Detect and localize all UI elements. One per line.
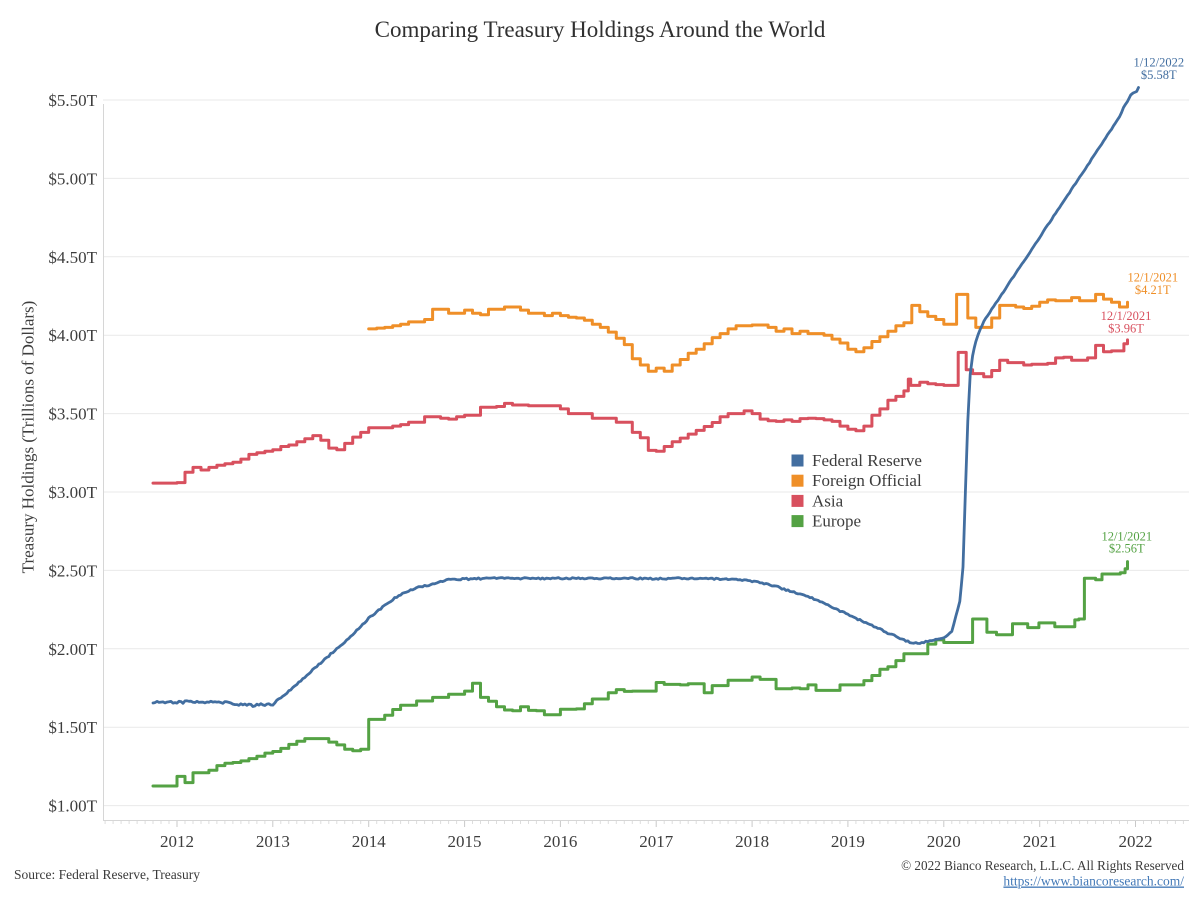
svg-text:12/1/2021: 12/1/2021 [1101,309,1152,323]
svg-text:$5.58T: $5.58T [1141,68,1177,82]
svg-text:$1.50T: $1.50T [48,718,97,737]
svg-text:$4.00T: $4.00T [48,326,97,345]
svg-text:$5.00T: $5.00T [48,169,97,188]
svg-text:12/1/2021: 12/1/2021 [1101,529,1152,543]
svg-text:$3.50T: $3.50T [48,405,97,424]
svg-text:2012: 2012 [160,832,194,851]
svg-text:$2.50T: $2.50T [48,561,97,580]
svg-text:2019: 2019 [831,832,865,851]
svg-text:$3.96T: $3.96T [1108,321,1144,335]
svg-text:Comparing Treasury Holdings Ar: Comparing Treasury Holdings Around the W… [375,17,826,42]
svg-text:2015: 2015 [448,832,482,851]
svg-text:2018: 2018 [735,832,769,851]
svg-text:Europe: Europe [812,512,861,531]
svg-text:Treasury Holdings (Trillions o: Treasury Holdings (Trillions of Dollars) [19,301,38,574]
svg-text:Foreign Official: Foreign Official [812,471,922,490]
svg-text:https://www.biancoresearch.com: https://www.biancoresearch.com/ [1003,874,1184,889]
svg-text:$1.00T: $1.00T [48,797,97,816]
svg-text:$2.56T: $2.56T [1109,542,1145,556]
svg-text:$2.00T: $2.00T [48,640,97,659]
svg-text:$5.50T: $5.50T [48,91,97,110]
svg-text:$4.21T: $4.21T [1135,283,1171,297]
svg-text:12/1/2021: 12/1/2021 [1127,271,1178,285]
svg-text:2021: 2021 [1023,832,1057,851]
svg-text:Asia: Asia [812,491,844,510]
svg-text:© 2022 Bianco Research, L.L.C.: © 2022 Bianco Research, L.L.C. All Right… [901,858,1184,873]
svg-text:2013: 2013 [256,832,290,851]
svg-text:$3.00T: $3.00T [48,483,97,502]
svg-text:$4.50T: $4.50T [48,248,97,267]
svg-text:2020: 2020 [927,832,961,851]
svg-text:2022: 2022 [1119,832,1153,851]
svg-text:Source: Federal Reserve, Treas: Source: Federal Reserve, Treasury [14,867,200,882]
svg-text:2016: 2016 [543,832,577,851]
svg-text:2014: 2014 [352,832,387,851]
svg-text:1/12/2022: 1/12/2022 [1133,56,1184,70]
svg-text:Federal Reserve: Federal Reserve [812,451,922,470]
svg-text:2017: 2017 [639,832,674,851]
